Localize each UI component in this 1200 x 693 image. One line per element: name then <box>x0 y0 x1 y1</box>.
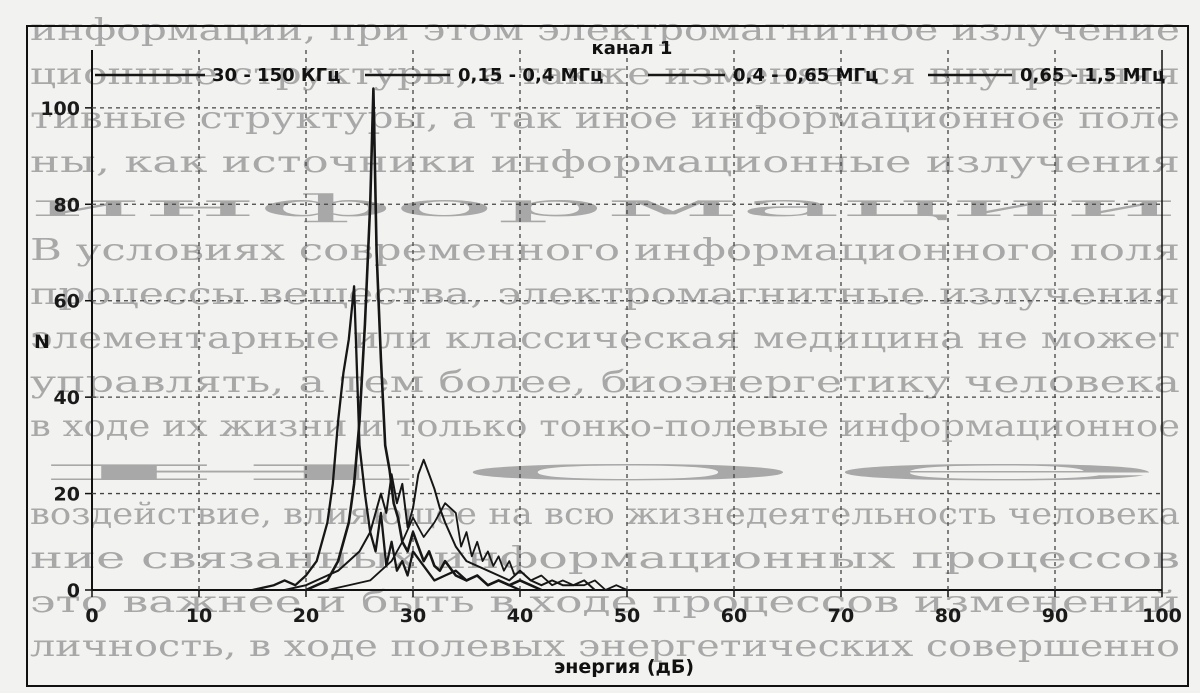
series-line-2 <box>305 87 542 592</box>
x-axis-title: энергия (дБ) <box>554 656 694 678</box>
legend-label-4: 0,65 - 1,5 МГц <box>1020 65 1165 86</box>
background-text-line: ное <box>30 453 1180 488</box>
background-text-line: ны, как источники информационные излучен… <box>30 145 1180 180</box>
background-text-line: В условиях современного информационного … <box>30 233 1180 268</box>
series-line-3 <box>284 458 596 591</box>
y-axis-title: N <box>34 331 50 353</box>
y-tick-label: 20 <box>54 484 80 506</box>
background-text-line: информации <box>30 189 1180 224</box>
background-text-line: информации, при этом электромагнитное из… <box>30 13 1180 48</box>
x-tick-label: 100 <box>1142 605 1182 627</box>
x-tick-label: 20 <box>293 605 319 627</box>
x-tick-label: 70 <box>828 605 854 627</box>
x-tick-label: 30 <box>400 605 426 627</box>
series-line-4 <box>327 502 628 591</box>
background-text-line: тивные структуры, а так иное информацион… <box>30 101 1180 136</box>
y-tick-label: 0 <box>67 580 80 602</box>
y-tick-label: 40 <box>54 387 80 409</box>
chart-title: канал 1 <box>592 38 673 59</box>
x-tick-label: 60 <box>721 605 747 627</box>
background-text-line: элементарные или классическая медицина н… <box>30 321 1180 356</box>
background-text-line: процессы вещества, электромагнитные излу… <box>30 277 1180 312</box>
legend: 30 - 150 КГц 0,15 - 0,4 МГц 0,4 - 0,65 МГц… <box>95 65 1165 86</box>
y-tick-label: 80 <box>54 194 80 216</box>
background-text-line: личность, в ходе полевых энергетических … <box>30 629 1180 664</box>
legend-label-1: 30 - 150 КГц <box>212 65 340 86</box>
background-text-line: в ходе их жизни и только тонко-полевые и… <box>30 409 1180 444</box>
x-tick-label: 80 <box>935 605 961 627</box>
x-tick-label: 50 <box>614 605 640 627</box>
outer-frame <box>26 25 1189 687</box>
background-text: информации, при этом электромагнитное из… <box>30 13 1180 664</box>
x-tick-label: 0 <box>85 605 98 627</box>
tick-labels: 0 10 20 30 40 50 60 70 80 90 100 0 20 40 60 80 100 <box>40 98 1182 627</box>
legend-label-3: 0,4 - 0,65 МГц <box>733 65 878 86</box>
series-lines <box>252 87 628 592</box>
x-tick-label: 40 <box>507 605 533 627</box>
background-text-line: ние связанных информационных процессов <box>30 541 1180 576</box>
y-tick-label: 60 <box>54 291 80 313</box>
y-tick-label: 100 <box>40 98 80 120</box>
series-line-1 <box>252 285 521 592</box>
x-tick-label: 10 <box>186 605 212 627</box>
x-tick-label: 90 <box>1042 605 1068 627</box>
legend-label-2: 0,15 - 0,4 МГц <box>458 65 603 86</box>
background-text-line: управлять, а тем более, биоэнергетику че… <box>30 365 1180 400</box>
background-text-line: воздействие, влияющее на всю жизнедеятел… <box>30 497 1180 532</box>
grid <box>92 50 1162 590</box>
